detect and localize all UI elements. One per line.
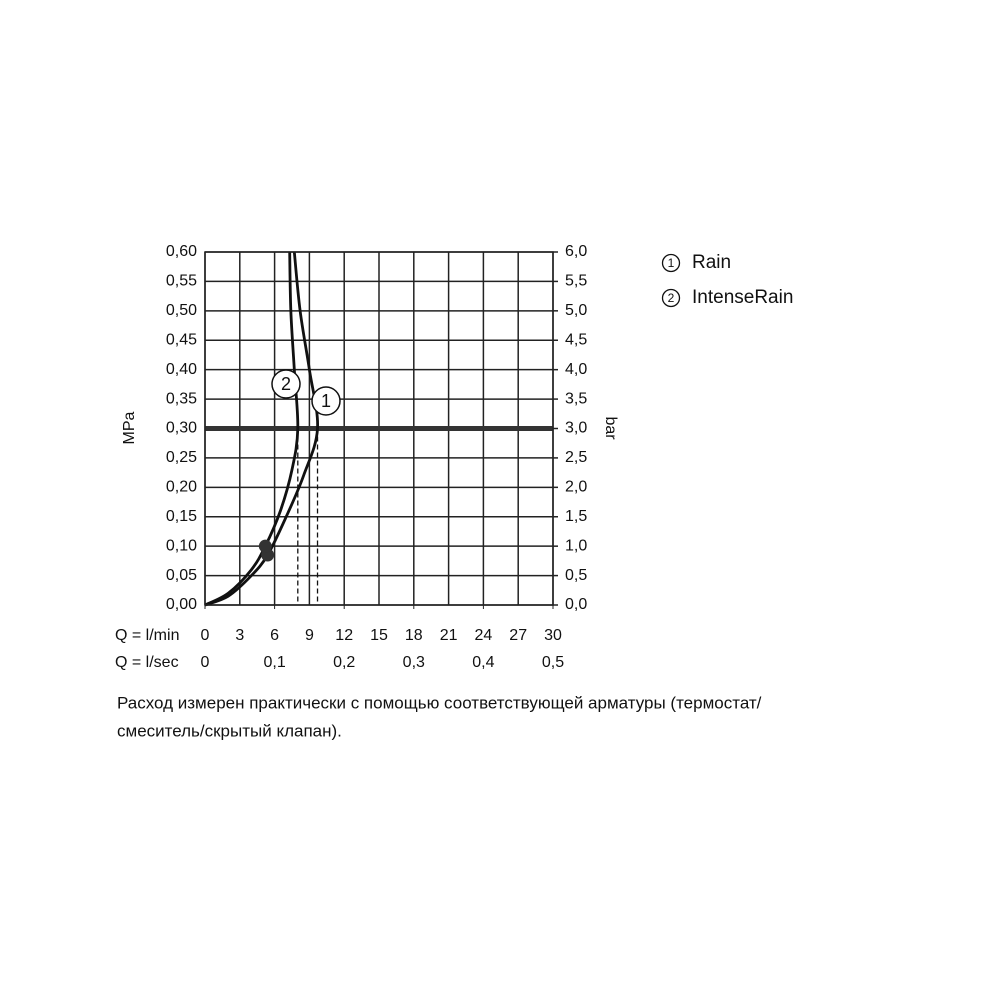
y2-tick-label: 2,5	[565, 449, 587, 466]
y-tick-label: 0,00	[166, 596, 197, 613]
x2-tick-label: 0,5	[542, 654, 564, 671]
x-tick-label: 3	[235, 627, 244, 644]
y2-tick-label: 5,0	[565, 302, 587, 319]
legend-symbol-label: 1	[668, 256, 675, 270]
curve	[204, 251, 319, 607]
y-tick-label: 0,10	[166, 537, 197, 554]
y-tick-label: 0,50	[166, 302, 197, 319]
y-tick-label: 0,15	[166, 508, 197, 525]
curve-label-circle	[311, 386, 341, 416]
x-tick-label: 9	[305, 627, 314, 644]
curve-label: 1	[321, 391, 331, 411]
x-tick-label: 18	[405, 627, 423, 644]
y-tick-label: 0,30	[166, 420, 197, 437]
x-row-label: Q = l/min	[115, 627, 179, 644]
footnote: Расход измерен практически с помощью соо…	[117, 693, 762, 712]
x2-tick-label: 0,1	[263, 654, 285, 671]
y-tick-label: 0,20	[166, 479, 197, 496]
y-tick-label: 0,60	[166, 243, 197, 260]
y2-tick-label: 1,0	[565, 537, 587, 554]
x2-tick-label: 0,4	[472, 654, 494, 671]
curve	[204, 251, 300, 607]
footnote: смеситель/скрытый клапан).	[117, 721, 342, 740]
x-tick-label: 30	[544, 627, 562, 644]
curve-label: 2	[281, 374, 291, 394]
y2-tick-label: 3,0	[565, 420, 587, 437]
y2-tick-label: 0,5	[565, 567, 587, 584]
plot-frame	[204, 251, 554, 606]
x-tick-label: 24	[475, 627, 493, 644]
y2-axis-label: bar	[602, 416, 619, 440]
x-tick-label: 12	[335, 627, 353, 644]
y2-tick-label: 4,5	[565, 331, 587, 348]
y2-tick-label: 6,0	[565, 243, 587, 260]
y2-tick-label: 3,5	[565, 390, 587, 407]
x2-row-label: Q = l/sec	[115, 654, 179, 671]
curve-label-circle	[271, 369, 301, 399]
y2-tick-label: 1,5	[565, 508, 587, 525]
x-tick-label: 6	[270, 627, 279, 644]
legend-symbol-label: 2	[668, 291, 675, 305]
y-tick-label: 0,55	[166, 273, 197, 290]
x-tick-label: 21	[440, 627, 458, 644]
x2-tick-label: 0,2	[333, 654, 355, 671]
x-tick-label: 15	[370, 627, 388, 644]
x2-tick-label: 0,3	[403, 654, 425, 671]
x-tick-label: 0	[201, 627, 210, 644]
y2-tick-label: 5,5	[565, 273, 587, 290]
legend-label: IntenseRain	[692, 287, 793, 308]
y2-tick-label: 0,0	[565, 596, 587, 613]
y-tick-label: 0,35	[166, 390, 197, 407]
y-tick-label: 0,05	[166, 567, 197, 584]
y2-tick-label: 4,0	[565, 361, 587, 378]
legend-symbol	[661, 253, 681, 273]
x2-tick-label: 0	[201, 654, 210, 671]
y-tick-label: 0,25	[166, 449, 197, 466]
legend-symbol	[661, 288, 681, 308]
y-tick-label: 0,45	[166, 331, 197, 348]
x-tick-label: 27	[509, 627, 527, 644]
y-axis-label: MPa	[121, 411, 138, 444]
legend-label: Rain	[692, 252, 731, 273]
y2-tick-label: 2,0	[565, 479, 587, 496]
y-tick-label: 0,40	[166, 361, 197, 378]
marker	[258, 539, 272, 553]
